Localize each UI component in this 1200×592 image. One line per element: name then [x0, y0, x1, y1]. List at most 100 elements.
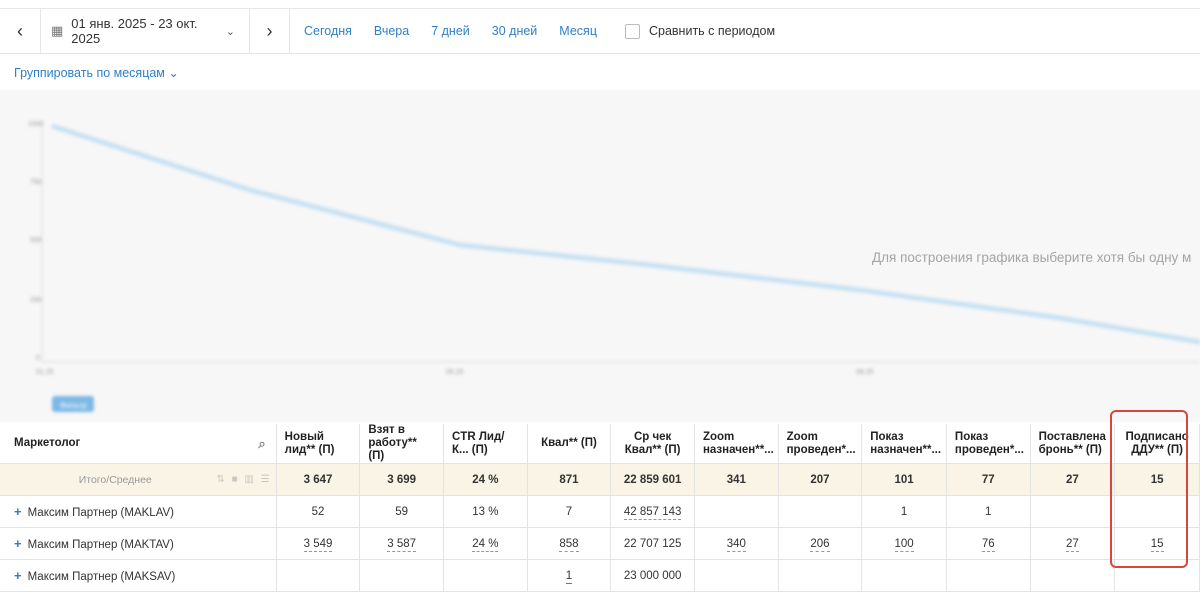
- column-header[interactable]: Подписано ДДУ** (П): [1114, 424, 1200, 464]
- range-today-link[interactable]: Сегодня: [304, 24, 352, 38]
- search-icon[interactable]: ⌕: [258, 436, 266, 451]
- view-mode-icons[interactable]: ⇅ ■ ▥ ☰: [216, 473, 272, 485]
- date-range-value: 01 янв. 2025 - 23 окт. 2025: [71, 16, 198, 46]
- compare-checkbox[interactable]: [624, 23, 640, 39]
- table-cell: [694, 495, 779, 528]
- table-cell: 1: [946, 495, 1031, 528]
- cell-link[interactable]: 206: [810, 537, 830, 552]
- marketer-name-cell[interactable]: + Максим Партнер (MAKLAV): [0, 495, 277, 528]
- cell-link[interactable]: 24 %: [472, 537, 499, 552]
- range-7days-link[interactable]: 7 дней: [431, 24, 470, 38]
- marketer-name: Максим Партнер (MAKTAV): [27, 539, 174, 551]
- y-tick-label: 500: [30, 237, 42, 244]
- cell-link[interactable]: 3 587: [387, 537, 417, 552]
- filter-chip-label: Фильтр: [60, 401, 87, 410]
- expand-icon[interactable]: +: [14, 504, 22, 519]
- table-cell: [778, 559, 863, 592]
- total-cell: 341: [694, 463, 779, 496]
- cell-link[interactable]: 858: [559, 537, 579, 552]
- table-cell: 23 000 000: [610, 559, 695, 592]
- table-cell: [694, 559, 779, 592]
- table-cell: 22 707 125: [610, 527, 695, 560]
- y-tick-label: 750: [30, 179, 42, 186]
- date-toolbar: ‹ ▦ 01 янв. 2025 - 23 окт. 2025 ⌄ › Сего…: [0, 8, 1200, 54]
- cell-link[interactable]: 3 549: [303, 537, 333, 552]
- x-tick-label: 09.25: [856, 369, 874, 376]
- table-cell: 24 %: [443, 527, 528, 560]
- marketer-name-cell[interactable]: + Максим Партнер (MAKSAV): [0, 559, 277, 592]
- table-row: + Максим Партнер (MAKSAV) 1 23 000 000: [0, 559, 1200, 592]
- column-header[interactable]: Zoom назначен**...: [694, 424, 779, 464]
- table-cell: 7: [527, 495, 612, 528]
- table-cell: 52: [276, 495, 361, 528]
- total-label-cell: Итого/Среднее ⇅ ■ ▥ ☰: [0, 463, 277, 496]
- range-month-link[interactable]: Месяц: [559, 24, 597, 38]
- marketer-name: Максим Партнер (MAKLAV): [27, 507, 175, 519]
- table-cell: 340: [694, 527, 779, 560]
- expand-icon[interactable]: +: [14, 536, 22, 551]
- column-header[interactable]: Новый лид** (П): [276, 424, 361, 464]
- table-cell: 42 857 143: [610, 495, 695, 528]
- table-cell: [1114, 495, 1200, 528]
- cell-link[interactable]: 340: [726, 537, 746, 552]
- column-header[interactable]: Квал** (П): [527, 424, 612, 464]
- table-cell: [778, 495, 863, 528]
- x-tick-label: 01.25: [36, 369, 54, 376]
- filter-chip[interactable]: [52, 396, 94, 412]
- total-cell: 24 %: [443, 463, 528, 496]
- total-label: Итого/Среднее: [78, 473, 152, 486]
- y-tick-label: 1000: [28, 121, 44, 128]
- chart-line: [51, 123, 1200, 345]
- chart-empty-message: Для построения графика выберите хотя бы …: [872, 250, 1192, 265]
- total-cell: 15: [1114, 463, 1200, 496]
- expand-icon[interactable]: +: [14, 568, 22, 583]
- prev-period-button[interactable]: ‹: [17, 20, 23, 41]
- cell-link[interactable]: 100: [894, 537, 914, 552]
- table-cell: 3 587: [359, 527, 444, 560]
- column-header[interactable]: Показ назначен**...: [861, 424, 947, 464]
- group-by-dropdown[interactable]: Группировать по месяцам ⌄: [14, 65, 179, 80]
- total-cell: 22 859 601: [610, 463, 695, 496]
- column-header[interactable]: CTR Лид/К... (П): [443, 424, 528, 464]
- range-30days-link[interactable]: 30 дней: [491, 24, 538, 38]
- table-cell: 3 549: [276, 527, 361, 560]
- total-cell: 871: [527, 463, 612, 496]
- total-cell: 3 699: [359, 463, 444, 496]
- column-header[interactable]: Поставлена бронь** (П): [1030, 424, 1116, 464]
- cell-link[interactable]: 27: [1066, 537, 1079, 552]
- column-header[interactable]: Взят в работу** (П): [359, 424, 444, 464]
- cell-link[interactable]: 42 857 143: [623, 505, 682, 520]
- total-row: Итого/Среднее ⇅ ■ ▥ ☰ 3 647 3 699 24 % 8…: [0, 463, 1200, 496]
- marketer-name: Максим Партнер (MAKSAV): [27, 571, 176, 583]
- chart-panel: 1000 750 500 250 0 01.25 05.25 09.25 Фил…: [0, 90, 1200, 422]
- group-by-label: Группировать по месяцам: [14, 66, 165, 80]
- table-cell: [1030, 559, 1116, 592]
- date-range-picker[interactable]: ▦ 01 янв. 2025 - 23 окт. 2025 ⌄: [40, 9, 250, 53]
- calendar-icon: ▦: [51, 23, 64, 38]
- next-period-button[interactable]: ›: [250, 9, 290, 53]
- total-cell: 207: [778, 463, 863, 496]
- table-cell: 27: [1030, 527, 1116, 560]
- table-cell: [359, 559, 444, 592]
- table-cell: 206: [778, 527, 863, 560]
- table-cell: 15: [1114, 527, 1200, 560]
- chart-svg: 1000 750 500 250 0 01.25 05.25 09.25 Фил…: [28, 121, 1200, 412]
- column-header[interactable]: Ср чек Квал** (П): [610, 424, 695, 464]
- chevron-down-icon: ⌄: [225, 25, 235, 38]
- column-header[interactable]: Показ проведен*...: [946, 424, 1031, 464]
- cell-link[interactable]: 76: [981, 537, 995, 552]
- table-row: + Максим Партнер (MAKLAV) 52 59 13 % 7 42…: [0, 495, 1200, 528]
- x-tick-label: 05.25: [446, 369, 464, 376]
- compare-period-toggle[interactable]: Сравнить с периодом: [624, 23, 775, 39]
- table-cell: 100: [861, 527, 947, 560]
- table-cell: 76: [946, 527, 1031, 560]
- total-cell: 77: [946, 463, 1031, 496]
- column-header[interactable]: Zoom проведен*...: [778, 424, 863, 464]
- marketer-column-header[interactable]: Маркетолог ⌕: [0, 424, 277, 464]
- table-cell: 13 %: [443, 495, 528, 528]
- range-yesterday-link[interactable]: Вчера: [373, 24, 410, 38]
- cell-link[interactable]: 1: [565, 569, 573, 584]
- table-cell: [1114, 559, 1200, 592]
- cell-link[interactable]: 15: [1150, 537, 1164, 552]
- marketer-name-cell[interactable]: + Максим Партнер (MAKTAV): [0, 527, 277, 560]
